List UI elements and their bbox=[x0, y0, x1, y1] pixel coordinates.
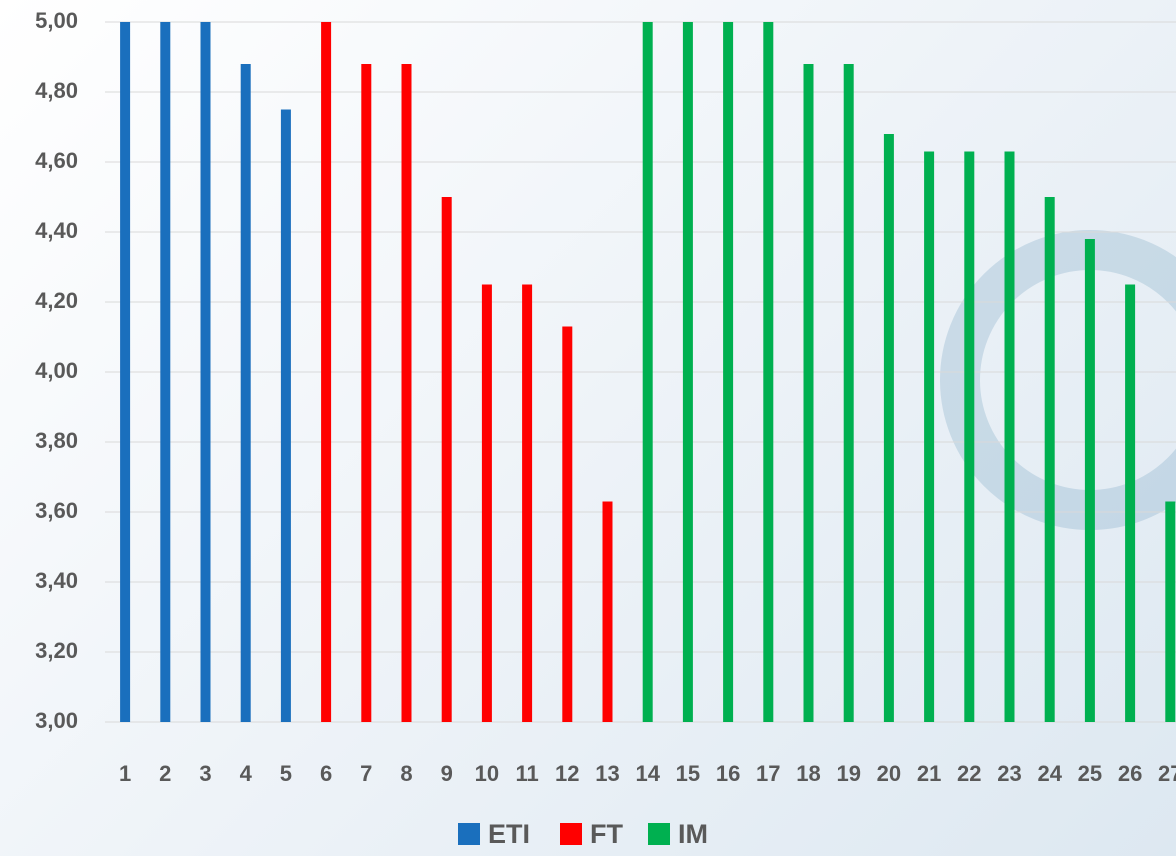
bar bbox=[441, 197, 452, 722]
y-tick-label: 4,60 bbox=[35, 148, 78, 173]
x-tick-label: 8 bbox=[400, 761, 412, 786]
x-tick-label: 23 bbox=[997, 761, 1021, 786]
x-tick-label: 1 bbox=[119, 761, 131, 786]
y-tick-label: 3,20 bbox=[35, 638, 78, 663]
x-tick-label: 7 bbox=[360, 761, 372, 786]
x-tick-label: 24 bbox=[1037, 761, 1062, 786]
x-tick-label: 3 bbox=[199, 761, 211, 786]
x-tick-label: 4 bbox=[240, 761, 253, 786]
legend-label: IM bbox=[678, 819, 708, 849]
y-tick-label: 4,80 bbox=[35, 78, 78, 103]
bar bbox=[481, 284, 492, 722]
bar bbox=[763, 22, 774, 722]
x-tick-label: 17 bbox=[756, 761, 780, 786]
x-tick-label: 5 bbox=[280, 761, 292, 786]
bar bbox=[522, 284, 533, 722]
x-tick-label: 14 bbox=[635, 761, 660, 786]
watermark bbox=[940, 230, 1176, 530]
x-tick-label: 26 bbox=[1118, 761, 1142, 786]
y-tick-label: 4,40 bbox=[35, 218, 78, 243]
x-tick-label: 2 bbox=[159, 761, 171, 786]
legend-swatch bbox=[458, 823, 480, 845]
bar bbox=[642, 22, 653, 722]
x-tick-label: 15 bbox=[676, 761, 700, 786]
x-tick-label: 25 bbox=[1078, 761, 1102, 786]
x-tick-label: 19 bbox=[836, 761, 860, 786]
bar bbox=[1044, 197, 1055, 722]
x-tick-label: 22 bbox=[957, 761, 981, 786]
bar bbox=[602, 501, 613, 722]
bar bbox=[1165, 501, 1176, 722]
x-tick-label: 6 bbox=[320, 761, 332, 786]
bar bbox=[240, 64, 251, 722]
legend-label: FT bbox=[590, 819, 623, 849]
bar bbox=[1084, 239, 1095, 722]
x-tick-label: 10 bbox=[475, 761, 499, 786]
bar bbox=[924, 151, 935, 722]
bar bbox=[843, 64, 854, 722]
x-tick-label: 21 bbox=[917, 761, 941, 786]
y-tick-label: 3,40 bbox=[35, 568, 78, 593]
bar bbox=[1125, 284, 1136, 722]
bar bbox=[120, 22, 131, 722]
bar bbox=[562, 326, 573, 722]
x-tick-label: 18 bbox=[796, 761, 820, 786]
x-tick-label: 13 bbox=[595, 761, 619, 786]
y-tick-label: 5,00 bbox=[35, 8, 78, 33]
bar bbox=[200, 22, 211, 722]
bar bbox=[361, 64, 372, 722]
bar bbox=[964, 151, 975, 722]
y-tick-label: 3,00 bbox=[35, 708, 78, 733]
bar bbox=[723, 22, 734, 722]
legend-label: ETI bbox=[488, 819, 530, 849]
x-tick-label: 16 bbox=[716, 761, 740, 786]
y-tick-label: 4,00 bbox=[35, 358, 78, 383]
y-tick-label: 4,20 bbox=[35, 288, 78, 313]
y-tick-label: 3,80 bbox=[35, 428, 78, 453]
x-tick-label: 27 bbox=[1158, 761, 1176, 786]
y-tick-label: 3,60 bbox=[35, 498, 78, 523]
bar bbox=[1004, 151, 1015, 722]
bar bbox=[321, 22, 332, 722]
legend-swatch bbox=[560, 823, 582, 845]
x-tick-label: 11 bbox=[515, 761, 538, 786]
bar bbox=[160, 22, 171, 722]
x-tick-label: 12 bbox=[555, 761, 579, 786]
x-tick-label: 9 bbox=[441, 761, 453, 786]
bar bbox=[803, 64, 814, 722]
bar bbox=[883, 134, 894, 722]
x-tick-label: 20 bbox=[877, 761, 901, 786]
legend-swatch bbox=[648, 823, 670, 845]
bar bbox=[401, 64, 412, 722]
bar bbox=[280, 109, 291, 722]
bar bbox=[682, 22, 693, 722]
